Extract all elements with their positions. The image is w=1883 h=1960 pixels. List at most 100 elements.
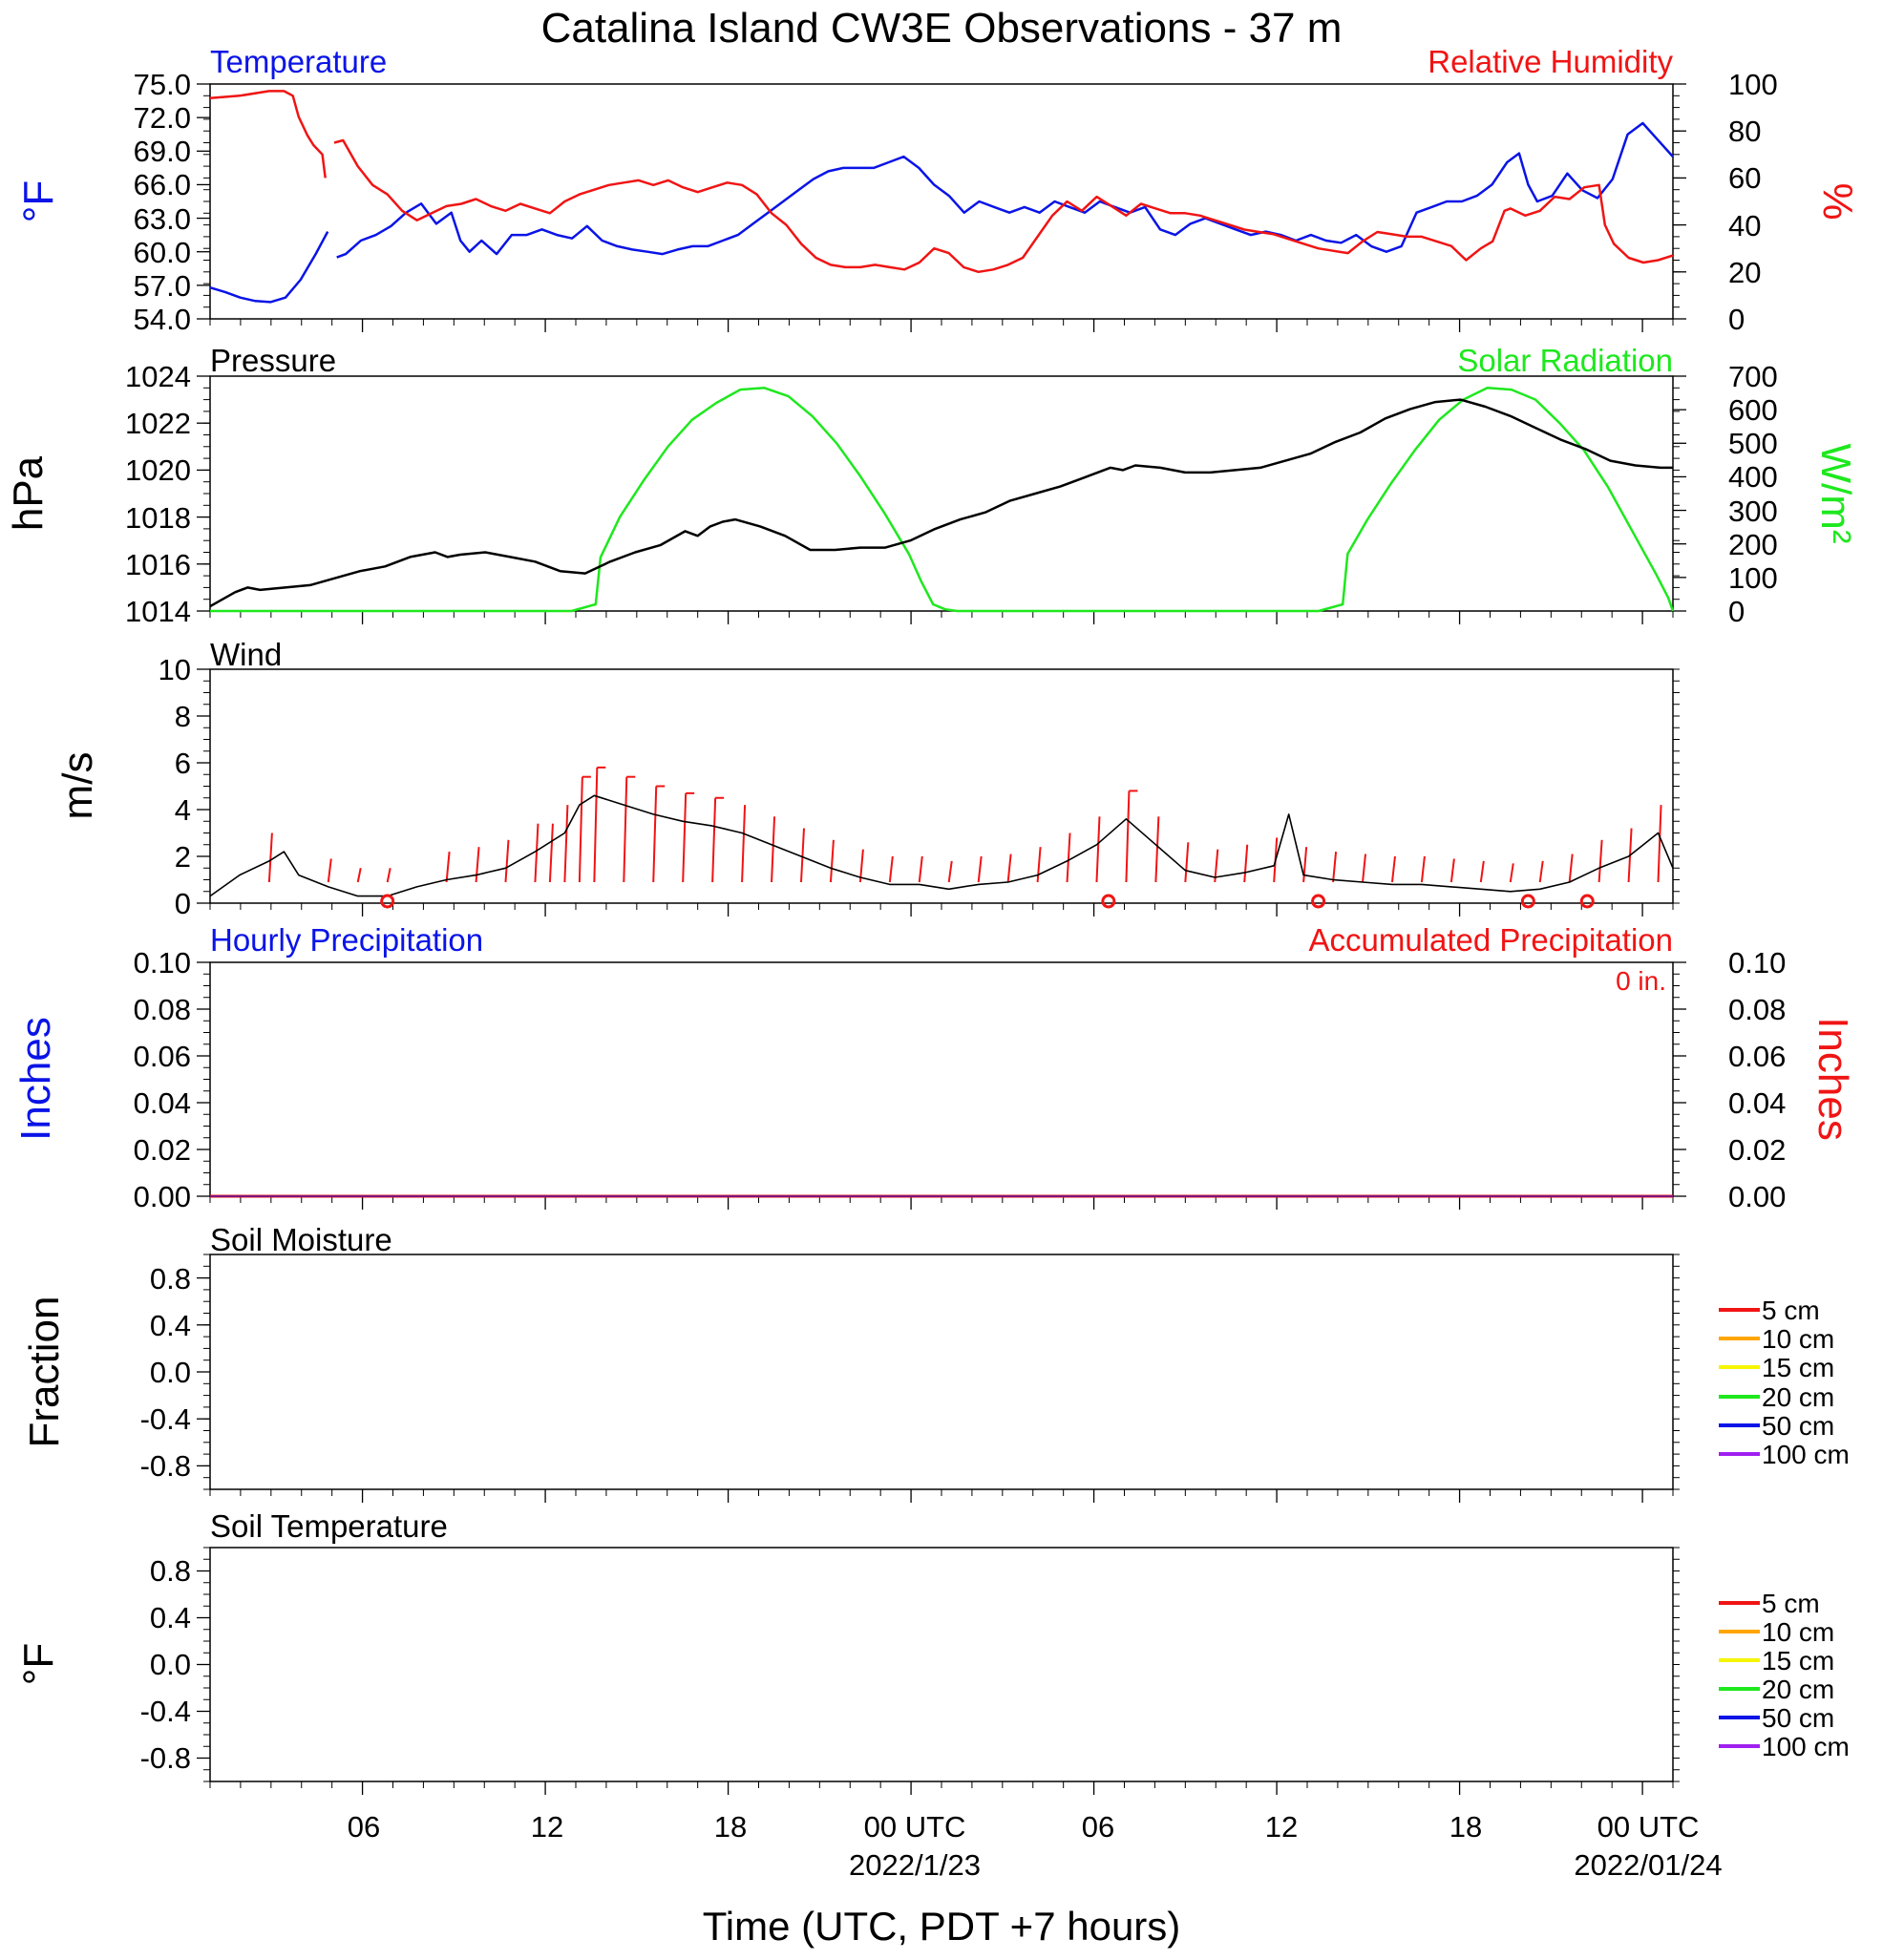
- wind-tick-labels: 10 8 6 4 2 0: [159, 653, 191, 920]
- accum-tick-label: 0.06: [1728, 1040, 1786, 1073]
- wind-barb: [741, 805, 747, 883]
- wind-barb: [1509, 863, 1514, 883]
- calm-wind-marker: [1579, 894, 1595, 909]
- wind-barb: [888, 855, 894, 883]
- legend-label: 20 cm: [1762, 1382, 1834, 1412]
- wind-barb: [548, 823, 554, 883]
- x-tick-label: 12: [531, 1810, 563, 1844]
- precip-tick-label: 0.06: [134, 1040, 191, 1073]
- wind-barb: [1154, 816, 1160, 883]
- precip-tick-label: 0.02: [134, 1133, 191, 1167]
- soil-moisture-tick-label: -0.4: [140, 1402, 191, 1436]
- temp-tick-label: 54.0: [134, 303, 191, 336]
- wind-barb: [1302, 847, 1308, 883]
- panel-pressure-frame: [209, 375, 1674, 612]
- panel-temp-rh: Temperature Relative Humidity °F % 75.0 …: [15, 44, 1861, 336]
- soil-temp-tick-label: 0.4: [150, 1601, 191, 1634]
- solar-tick-label: 200: [1728, 528, 1778, 561]
- legend-label: 5 cm: [1762, 1589, 1820, 1618]
- calm-wind-marker: [1520, 894, 1535, 909]
- wind-barb: [1243, 844, 1249, 883]
- calm-wind-marker: [380, 894, 395, 909]
- soil-moisture-tick-label: 0.0: [150, 1356, 191, 1389]
- solar-tick-label: 700: [1728, 360, 1778, 393]
- x-tick-label: 00 UTC: [864, 1810, 966, 1844]
- wind-barb: [1390, 855, 1396, 883]
- wind-barb: [977, 855, 983, 883]
- legend-label: 50 cm: [1762, 1411, 1834, 1441]
- wind-barb: [652, 786, 658, 883]
- soil-temp-tick-label: 0.0: [150, 1648, 191, 1681]
- soil-moisture-tick-label: 0.4: [150, 1309, 191, 1342]
- solar-radiation-line: [210, 387, 1675, 613]
- pressure-title: Pressure: [210, 343, 336, 378]
- wind-barb: [1095, 816, 1101, 883]
- pressure-line: [209, 398, 1673, 608]
- rh-tick-label: 0: [1728, 303, 1745, 336]
- rh-tick-label: 60: [1728, 161, 1761, 195]
- hourly-precip-axis-label: Inches: [12, 1017, 59, 1141]
- solar-tick-label: 100: [1728, 561, 1778, 595]
- pressure-axis-label: hPa: [5, 455, 52, 531]
- pressure-tick-label: 1022: [125, 407, 191, 440]
- wind-tick-label: 8: [175, 700, 191, 733]
- calm-wind-marker: [1311, 894, 1326, 909]
- wind-barb: [445, 852, 451, 883]
- x-tick-label: 12: [1265, 1810, 1298, 1844]
- wind-barb: [829, 839, 835, 883]
- soil-temp-tick-label: 0.8: [150, 1554, 191, 1588]
- panel-soil-moisture: Soil Moisture Fraction 0.8 0.4 0.0 -0.4 …: [21, 1222, 1850, 1490]
- pressure-tick-labels: 1024 1022 1020 1018 1016 1014: [125, 360, 191, 628]
- rh-tick-label: 80: [1728, 115, 1761, 148]
- x-date-label: 2022/1/23: [849, 1848, 981, 1882]
- accum-precip-title: Accumulated Precipitation: [1308, 922, 1673, 958]
- wind-barb: [1006, 854, 1012, 883]
- temperature-title: Temperature: [210, 44, 387, 79]
- soil-temp-legend: 5 cm 10 cm 15 cm 20 cm 50 cm 100 cm: [1719, 1589, 1850, 1761]
- precip-tick-label: 0.10: [134, 946, 191, 980]
- wind-tick-label: 0: [175, 887, 191, 920]
- temperature-tick-labels: 75.0 72.0 69.0 66.0 63.0 60.0 57.0 54.0: [134, 68, 191, 336]
- legend-label: 15 cm: [1762, 1646, 1834, 1675]
- solar-tick-label: 400: [1728, 460, 1778, 494]
- legend-label: 50 cm: [1762, 1703, 1834, 1733]
- wind-barb: [1449, 858, 1455, 883]
- pressure-tick-label: 1024: [125, 360, 191, 393]
- panel-soil-temperature: Soil Temperature °F 0.8 0.4 0.0 -0.4 -0.…: [15, 1508, 1850, 1782]
- wind-barb: [475, 847, 480, 883]
- hourly-precip-tick-labels: 0.10 0.08 0.06 0.04 0.02 0.00: [134, 946, 191, 1213]
- x-tick-labels: 06 12 18 00 UTC 06 12 18 00 UTC 2022/1/2…: [348, 1810, 1723, 1882]
- pressure-tick-label: 1018: [125, 501, 191, 535]
- calm-wind-marker: [1101, 894, 1116, 909]
- x-tick-label: 18: [714, 1810, 747, 1844]
- accum-tick-label: 0.04: [1728, 1086, 1786, 1120]
- solar-title: Solar Radiation: [1457, 343, 1673, 378]
- x-tick-label: 06: [1082, 1810, 1114, 1844]
- precip-tick-label: 0.00: [134, 1180, 191, 1213]
- wind-barb: [1036, 847, 1042, 883]
- wind-barb: [267, 832, 273, 883]
- temp-tick-label: 63.0: [134, 202, 191, 236]
- soil-moisture-tick-labels: 0.8 0.4 0.0 -0.4 -0.8: [140, 1262, 191, 1483]
- wind-barb: [386, 868, 391, 883]
- wind-barb: [1538, 860, 1544, 883]
- accum-tick-label: 0.02: [1728, 1133, 1786, 1167]
- humidity-title: Relative Humidity: [1428, 44, 1673, 79]
- wind-title: Wind: [210, 637, 282, 672]
- axis-ticks: [197, 83, 1686, 1795]
- rh-tick-label: 100: [1728, 68, 1778, 101]
- panel-soil-temp-frame: [209, 1547, 1674, 1782]
- wind-barb: [1125, 790, 1131, 883]
- soil-temp-tick-labels: 0.8 0.4 0.0 -0.4 -0.8: [140, 1554, 191, 1775]
- wind-tick-label: 2: [175, 840, 191, 874]
- wind-barb: [563, 805, 569, 883]
- panel-precip: Hourly Precipitation Accumulated Precipi…: [12, 922, 1856, 1213]
- wind-tick-label: 6: [175, 747, 191, 780]
- x-tick-label: 00 UTC: [1597, 1810, 1700, 1844]
- wind-barb: [918, 855, 923, 883]
- wind-barb: [327, 858, 332, 883]
- temp-tick-label: 72.0: [134, 101, 191, 135]
- x-axis-label: Time (UTC, PDT +7 hours): [703, 1904, 1181, 1949]
- humidity-line: [209, 90, 1674, 274]
